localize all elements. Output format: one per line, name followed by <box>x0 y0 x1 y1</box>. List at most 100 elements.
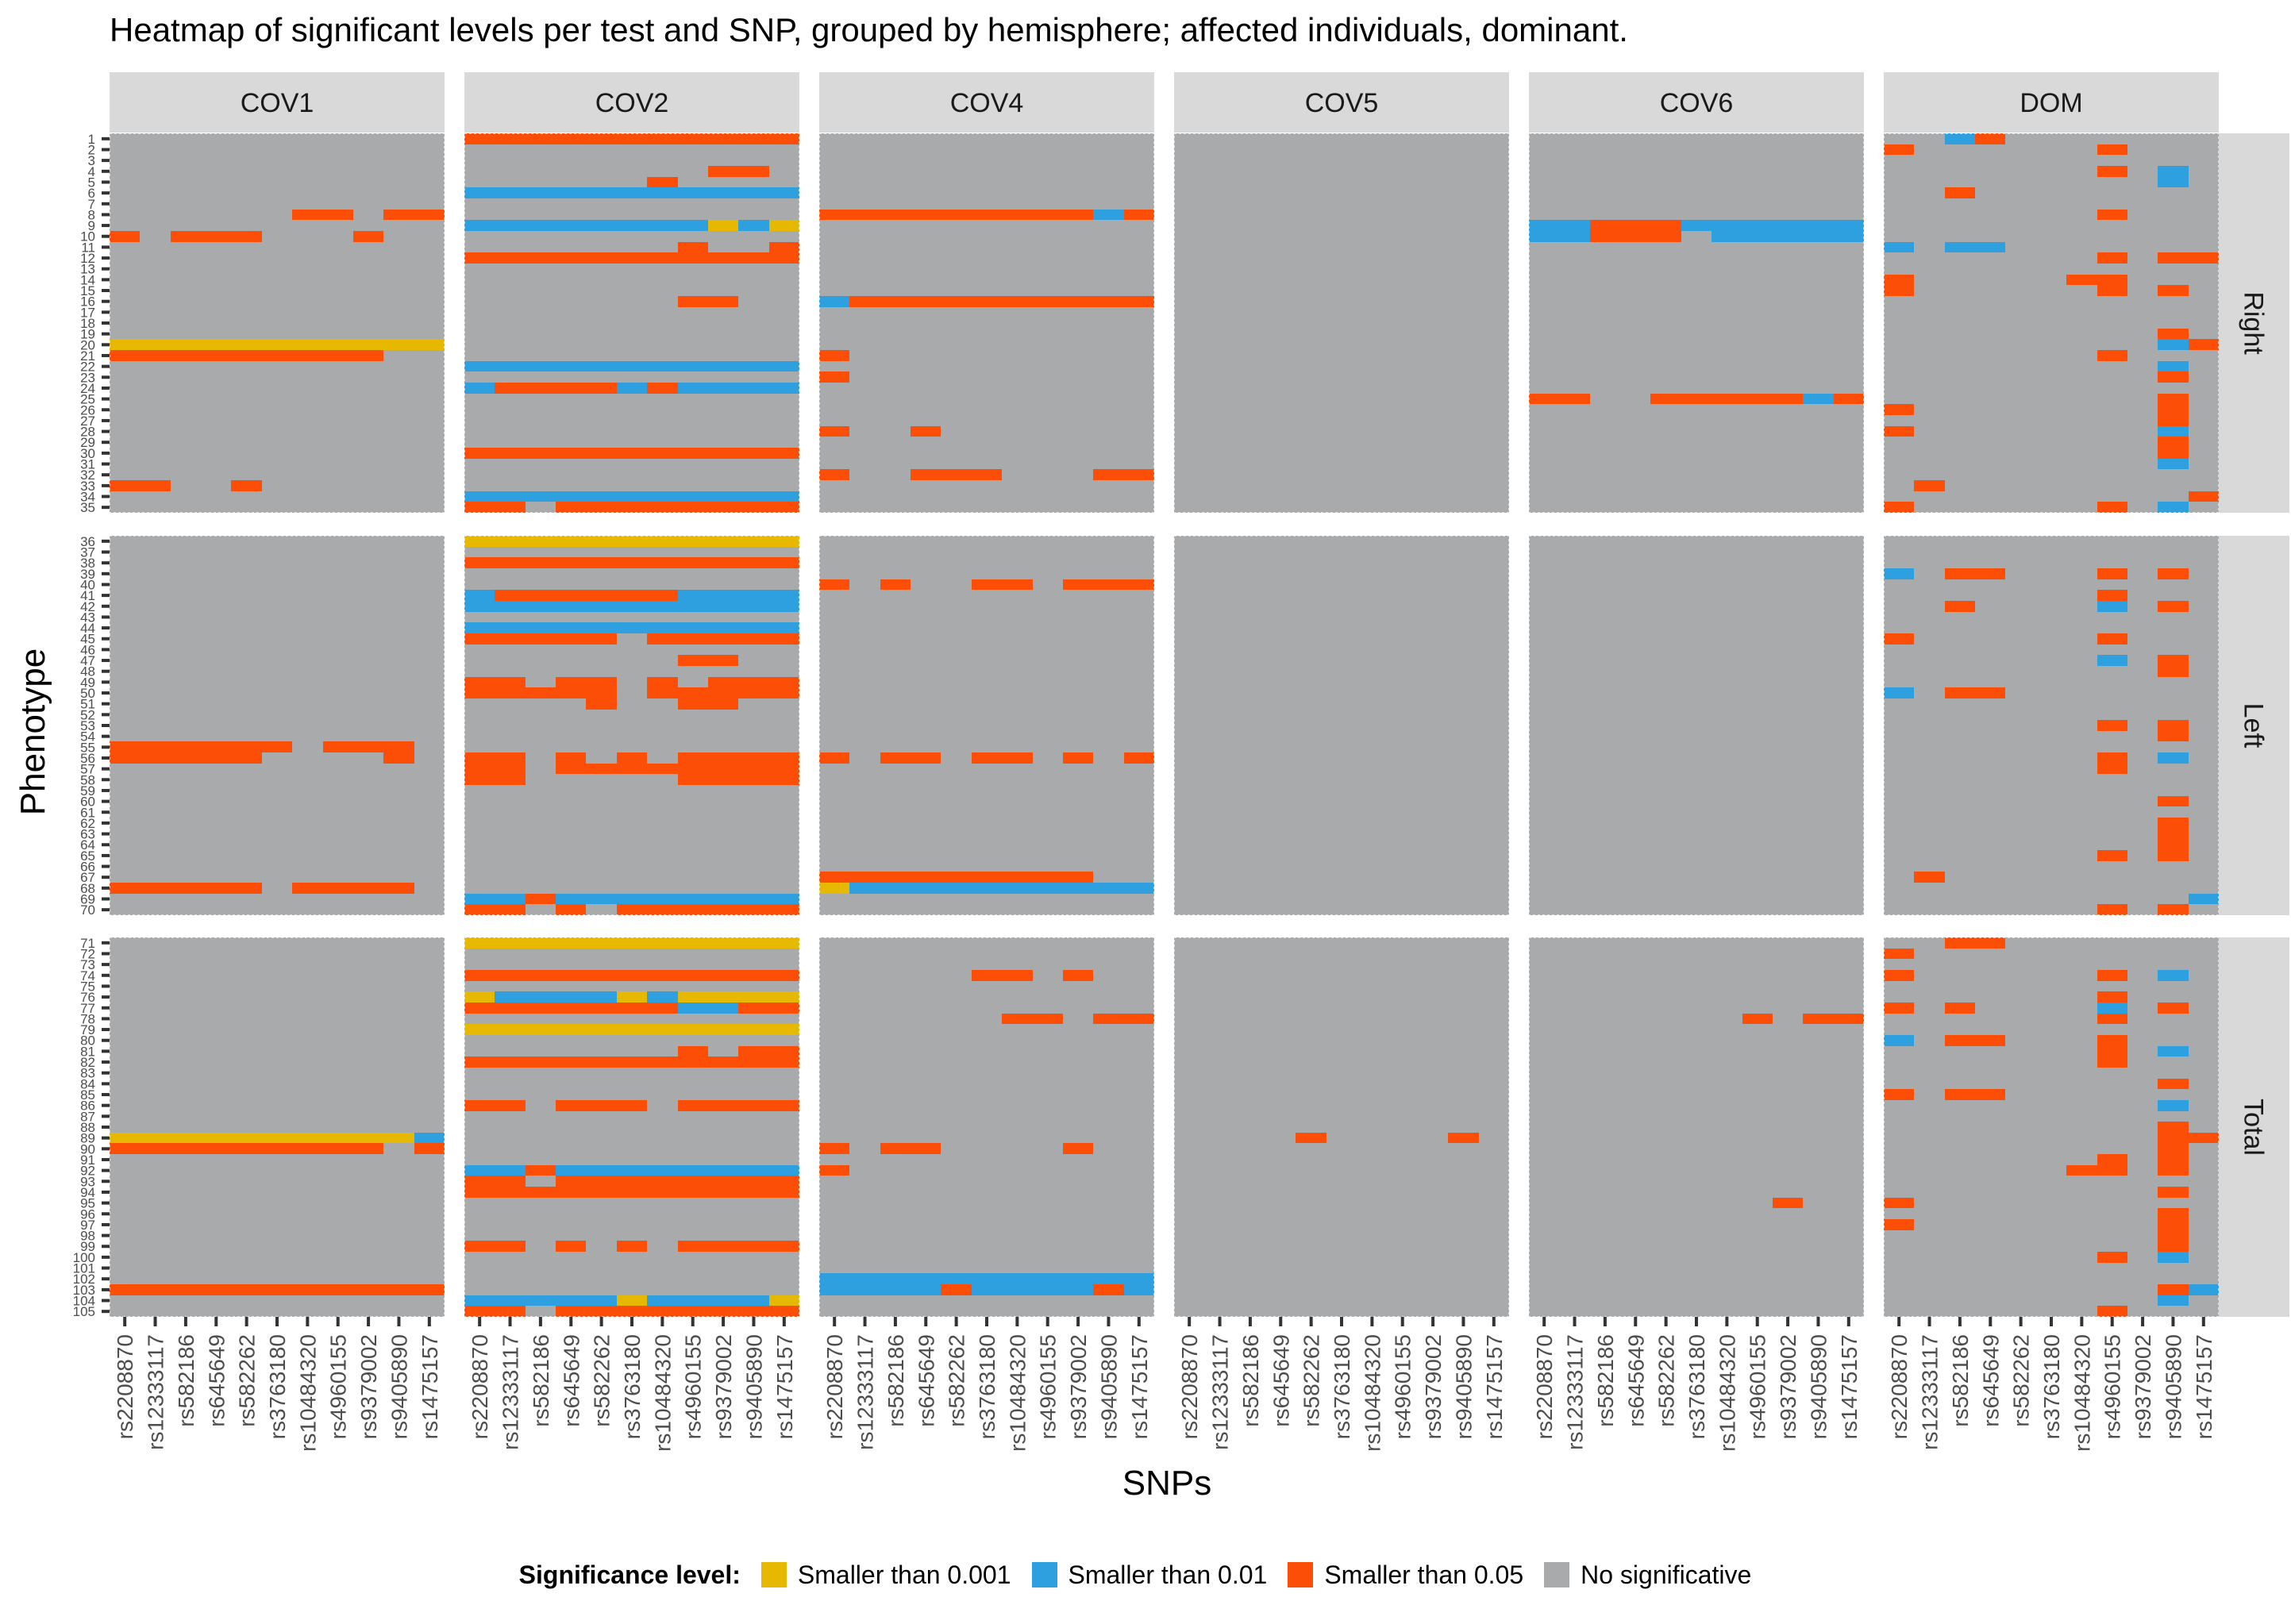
y-tick-label: 86 <box>80 1099 95 1114</box>
heatmap-cell <box>2097 1252 2127 1263</box>
heatmap-cell <box>880 872 911 883</box>
heatmap-cell <box>414 1143 445 1154</box>
strip-label-total: Total <box>2239 1099 2269 1156</box>
heatmap-cell <box>678 904 708 915</box>
heatmap-cell <box>383 210 414 220</box>
heatmap-cell <box>617 904 647 915</box>
y-tick-label: 91 <box>80 1153 95 1168</box>
heatmap-cell <box>556 1295 586 1306</box>
heatmap-cell <box>464 1176 495 1187</box>
strip-right <box>2219 133 2289 513</box>
heatmap-cell <box>231 1133 262 1143</box>
heatmap-cell <box>738 774 769 785</box>
heatmap-cell <box>678 448 708 459</box>
heatmap-cell <box>1884 970 1914 981</box>
heatmap-cell <box>495 1295 526 1306</box>
x-tick-label: rs582186 <box>1948 1334 1973 1427</box>
heatmap-cell <box>110 883 140 894</box>
heatmap-cell <box>1063 1284 1093 1295</box>
heatmap-cell <box>647 1176 678 1187</box>
panel-dom-total <box>1883 937 2220 1318</box>
heatmap-cell <box>495 1100 526 1111</box>
heatmap-cell <box>556 448 586 459</box>
heatmap-cell <box>586 1002 617 1014</box>
panel-background <box>1174 536 1509 915</box>
heatmap-cell <box>617 1165 647 1176</box>
heatmap-cell <box>678 752 708 764</box>
heatmap-cell <box>911 469 941 480</box>
heatmap-cell <box>2066 275 2097 285</box>
heatmap-cell <box>819 210 849 220</box>
heatmap-cell <box>2097 252 2127 264</box>
heatmap-cell <box>819 752 849 764</box>
heatmap-cell <box>526 1165 556 1176</box>
heatmap-cell <box>2097 144 2127 155</box>
heatmap-cell <box>495 448 526 459</box>
heatmap-cell <box>1124 752 1154 764</box>
heatmap-cell <box>617 1002 647 1014</box>
heatmap-cell <box>769 894 799 904</box>
heatmap-cell <box>464 383 495 394</box>
strip-left <box>2219 536 2289 915</box>
heatmap-cell <box>1093 469 1124 480</box>
panel-cov4-right <box>818 133 1155 514</box>
heatmap-cell <box>2158 1295 2189 1306</box>
heatmap-cell <box>2097 633 2127 645</box>
heatmap-cell <box>1834 231 1864 242</box>
heatmap-cell <box>1002 1284 1033 1295</box>
heatmap-cell <box>769 1002 799 1014</box>
x-tick-label: rs1475157 <box>1127 1334 1152 1439</box>
strip-label-cov5: COV5 <box>1305 88 1379 118</box>
heatmap-cell <box>110 231 140 242</box>
y-axis-title: Phenotype <box>13 648 52 815</box>
heatmap-cell <box>769 687 799 698</box>
heatmap-cell <box>171 1133 201 1143</box>
heatmap-cell <box>911 296 941 307</box>
y-tick-label: 36 <box>80 534 95 549</box>
heatmap-cell <box>941 210 972 220</box>
heatmap-cell <box>1945 687 1975 698</box>
heatmap-cell <box>769 361 799 371</box>
x-tick-label: rs12333117 <box>853 1334 878 1450</box>
heatmap-cell <box>678 1046 708 1056</box>
heatmap-cell <box>972 883 1002 894</box>
heatmap-cell <box>708 590 738 601</box>
heatmap-cell <box>708 1176 738 1187</box>
heatmap-cell <box>495 774 526 785</box>
heatmap-cell <box>1590 231 1620 242</box>
heatmap-cell <box>880 579 911 590</box>
chart-title: Heatmap of significant levels per test a… <box>110 11 1628 48</box>
heatmap-cell <box>1620 231 1650 242</box>
heatmap-cell <box>1093 1273 1124 1284</box>
heatmap-cell <box>1002 970 1033 981</box>
x-tick-label: rs2208870 <box>1887 1334 1912 1439</box>
x-tick-label: rs9405890 <box>1096 1334 1121 1439</box>
heatmap-cell <box>495 601 526 612</box>
heatmap-cell <box>769 904 799 915</box>
heatmap-cell <box>1002 1014 1033 1024</box>
heatmap-cell <box>1884 1219 1914 1230</box>
heatmap-cell <box>2158 361 2189 371</box>
y-tick-label: 78 <box>80 1011 95 1026</box>
heatmap-cell <box>1063 872 1093 883</box>
y-tick-label: 56 <box>80 751 95 766</box>
heatmap-cell <box>262 1284 292 1295</box>
heatmap-cell <box>1650 394 1681 404</box>
strip-cov5 <box>1174 72 1509 133</box>
heatmap-cell <box>738 361 769 371</box>
heatmap-cell <box>708 557 738 568</box>
heatmap-cell <box>617 557 647 568</box>
heatmap-cell <box>556 1100 586 1111</box>
heatmap-cell <box>617 601 647 612</box>
heatmap-cell <box>617 894 647 904</box>
heatmap-cell <box>526 383 556 394</box>
heatmap-cell <box>1002 872 1033 883</box>
heatmap-cell <box>1884 1198 1914 1208</box>
heatmap-cell <box>769 991 799 1002</box>
heatmap-cell <box>586 1165 617 1176</box>
legend-key-smaller-than-0-001 <box>760 1562 787 1587</box>
heatmap-cell <box>617 937 647 949</box>
y-tick-label: 104 <box>73 1294 95 1309</box>
heatmap-cell <box>708 1165 738 1176</box>
heatmap-cell <box>556 1176 586 1187</box>
